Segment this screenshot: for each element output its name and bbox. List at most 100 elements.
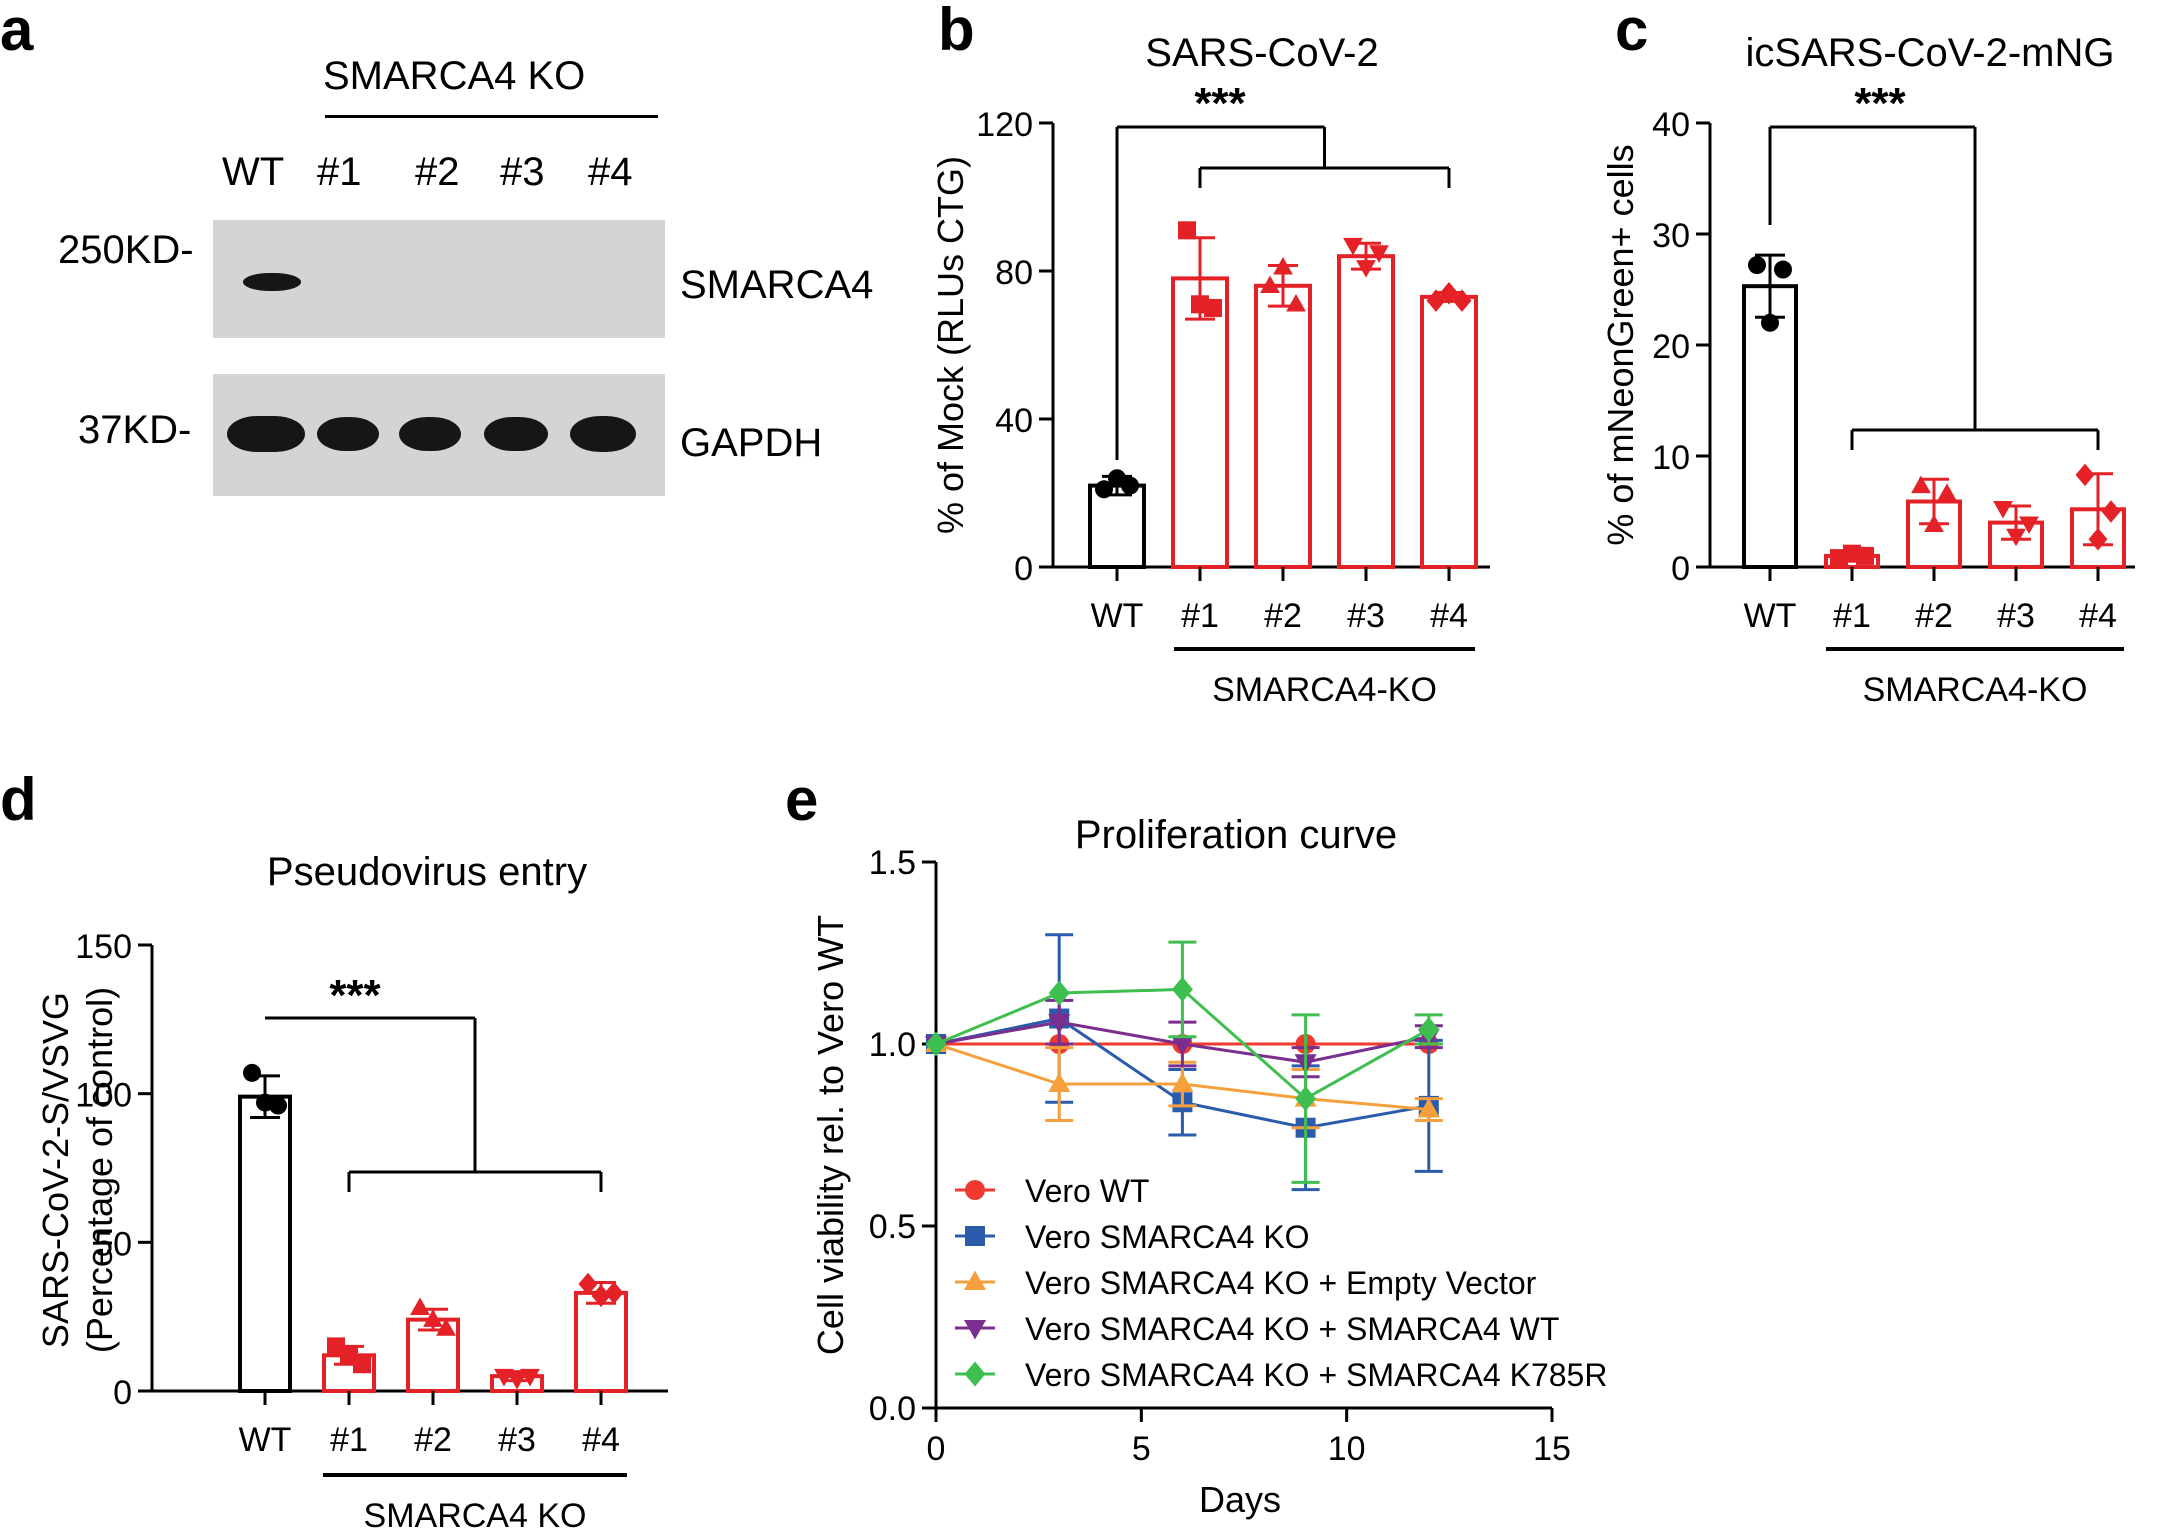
lane-label-2: #2 (415, 150, 460, 194)
y-axis-label: % of Mock (RLUs CTG) (930, 156, 971, 534)
lane-label-wt: WT (222, 150, 285, 194)
y-tick-label: 0 (113, 1374, 132, 1412)
data-point (2006, 528, 2026, 547)
y-tick-label: 80 (995, 254, 1033, 292)
data-point (2075, 463, 2095, 487)
x-tick-label: #2 (1264, 597, 1302, 635)
y-axis-label: Cell viability rel. to Vero WT (810, 915, 851, 1355)
data-point (1439, 281, 1459, 305)
x-tick-label: #2 (414, 1421, 452, 1459)
data-point (520, 1368, 540, 1387)
panel-letter-b: b (938, 0, 975, 63)
legend-marker (965, 1226, 985, 1246)
data-point (507, 1371, 527, 1390)
data-point (578, 1272, 598, 1296)
data-point (1369, 245, 1389, 263)
y-tick-label: 120 (976, 106, 1033, 144)
panel-letter-e: e (785, 766, 819, 833)
legend-marker (964, 1361, 986, 1387)
y-tick-label: 50 (94, 1225, 132, 1263)
data-point (2019, 516, 2039, 535)
blot-protein-gapdh: GAPDH (680, 421, 823, 465)
data-point (1452, 289, 1472, 312)
blot-band-smarca4-wt (243, 273, 301, 291)
x-tick-label: #4 (1430, 597, 1468, 635)
data-point (436, 1318, 456, 1336)
significance-stars: *** (1854, 79, 1906, 128)
data-point (1273, 256, 1293, 275)
data-point (243, 1063, 261, 1082)
data-point (269, 1096, 287, 1115)
x-tick-label: 5 (1132, 1430, 1151, 1468)
data-point (1260, 275, 1280, 293)
blot-band-gapdh-3 (484, 417, 548, 451)
data-point (1748, 256, 1766, 275)
x-tick-label: #3 (1997, 597, 2035, 635)
data-point (604, 1281, 624, 1305)
blot-group-label: SMARCA4 KO (323, 54, 586, 98)
data-point (1286, 293, 1306, 312)
chart-title: icSARS-CoV-2-mNG (1746, 31, 2115, 75)
y-tick-label: 0.5 (869, 1208, 916, 1246)
y-tick-label: 40 (995, 402, 1033, 440)
data-point (1761, 313, 1779, 332)
legend-label: Vero SMARCA4 KO (1025, 1219, 1310, 1255)
data-point (1048, 1072, 1071, 1093)
data-point (1178, 221, 1196, 240)
y-tick-label: 0.0 (869, 1390, 916, 1428)
data-point (1924, 514, 1944, 533)
lane-label-4: #4 (588, 150, 633, 194)
x-tick-label: 10 (1328, 1430, 1366, 1468)
data-point (1204, 299, 1222, 317)
x-tick-label: WT (1744, 597, 1797, 635)
data-point (410, 1297, 430, 1315)
x-tick-label: #4 (2079, 597, 2117, 635)
significance-stars: *** (1194, 79, 1246, 128)
x-tick-label: #4 (582, 1421, 620, 1459)
y-tick-label: 1.0 (869, 1026, 916, 1064)
data-point (1426, 289, 1446, 312)
y-axis-label: % of mNeonGreen+ cells (1600, 144, 1641, 545)
panel-letter-c: c (1615, 0, 1649, 63)
data-point (353, 1355, 371, 1374)
legend-label: Vero WT (1025, 1173, 1149, 1209)
y-tick-label: 0 (1671, 550, 1690, 588)
x-tick-label: WT (1091, 597, 1144, 635)
legend-marker (964, 1320, 986, 1340)
data-point (1417, 1098, 1440, 1118)
blot-band-gapdh-2 (399, 417, 461, 451)
legend-label: Vero SMARCA4 KO + SMARCA4 K785R (1025, 1357, 1607, 1393)
lane-label-3: #3 (500, 150, 545, 194)
x-tick-label: #3 (1347, 597, 1385, 635)
x-axis-label: Days (1199, 1479, 1281, 1520)
data-point (2088, 528, 2108, 551)
data-point (1911, 475, 1931, 494)
blot-band-gapdh-1 (317, 417, 379, 451)
chart-title: Proliferation curve (1075, 813, 1397, 857)
y-tick-label: 100 (75, 1077, 132, 1115)
blot-band-gapdh-4 (570, 416, 636, 452)
blot-protein-smarca4: SMARCA4 (680, 263, 874, 307)
data-point (1356, 260, 1376, 278)
chart-title: Pseudovirus entry (267, 850, 587, 894)
legend-label: Vero SMARCA4 KO + SMARCA4 WT (1025, 1311, 1559, 1347)
y-axis-label: SARS-CoV-2-S/VSVG (35, 992, 76, 1348)
legend-marker (965, 1180, 985, 1200)
data-point (1048, 1014, 1071, 1034)
blot-marker-37kd: 37KD- (78, 408, 192, 452)
data-point (1171, 976, 1193, 1002)
y-tick-label: 150 (75, 928, 132, 966)
x-tick-label: #3 (498, 1421, 536, 1459)
data-point (1171, 1072, 1194, 1093)
y-axis-label-2: (Percentage of control) (79, 987, 120, 1353)
data-point (591, 1284, 611, 1308)
x-tick-label: 0 (927, 1430, 946, 1468)
legend-label: Vero SMARCA4 KO + Empty Vector (1025, 1265, 1537, 1301)
panel-letter-d: d (0, 766, 37, 833)
blot-group-rule (325, 115, 658, 118)
data-point (1295, 1086, 1317, 1112)
y-tick-label: 40 (1652, 106, 1690, 144)
data-point (925, 1031, 947, 1057)
